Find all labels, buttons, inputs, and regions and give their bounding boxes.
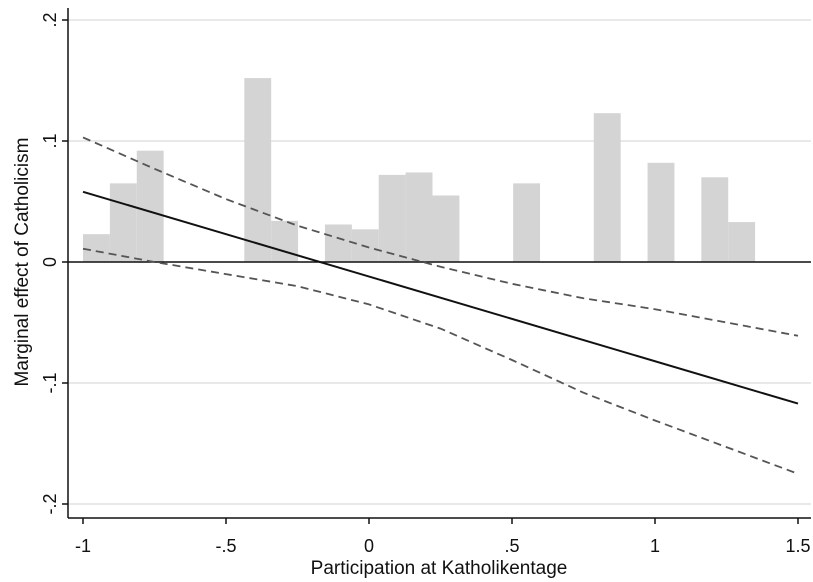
histogram-bar	[405, 172, 433, 262]
histogram-bar	[728, 222, 756, 262]
histogram-bar	[324, 224, 352, 262]
histogram-bar	[432, 195, 460, 262]
y-tick-label: -.1	[40, 372, 60, 393]
histogram-bar	[701, 177, 729, 262]
x-tick-label: 1	[650, 536, 660, 556]
x-tick-label: 1.5	[785, 536, 810, 556]
histogram-bar	[271, 220, 299, 262]
histogram-bar	[513, 183, 541, 262]
histogram-bar	[647, 162, 675, 262]
x-tick-label: .5	[504, 536, 519, 556]
confidence-bound-line	[82, 247, 799, 475]
y-tick-label: -.2	[40, 493, 60, 514]
marginal-effect-line	[82, 190, 799, 405]
y-tick-label: 0	[40, 257, 60, 267]
histogram-bar	[593, 113, 621, 262]
series-lines	[82, 136, 799, 475]
y-tick-label: .2	[40, 12, 60, 27]
x-tick-label: -.5	[215, 536, 236, 556]
histogram-bars	[83, 78, 756, 262]
histogram-bar	[136, 150, 164, 262]
x-axis-title: Participation at Katholikentage	[311, 558, 568, 579]
x-tick-label: 0	[364, 536, 374, 556]
axes: .2 .1 0 -.1 -.2 -1 -.5 0 .5 1 1.5	[40, 8, 811, 556]
histogram-bar	[378, 174, 406, 262]
confidence-bound-line	[82, 136, 799, 337]
y-axis-title: Marginal effect of Catholicism	[12, 138, 33, 387]
histogram-bar	[244, 78, 272, 262]
histogram-bar	[83, 234, 110, 262]
histogram-bar	[109, 183, 137, 262]
y-tick-label: .1	[40, 133, 60, 148]
x-tick-label: -1	[75, 536, 91, 556]
